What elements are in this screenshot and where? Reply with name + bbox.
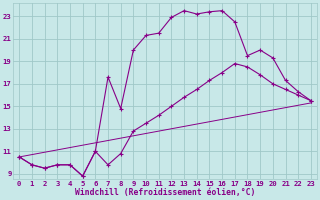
X-axis label: Windchill (Refroidissement éolien,°C): Windchill (Refroidissement éolien,°C): [75, 188, 255, 197]
